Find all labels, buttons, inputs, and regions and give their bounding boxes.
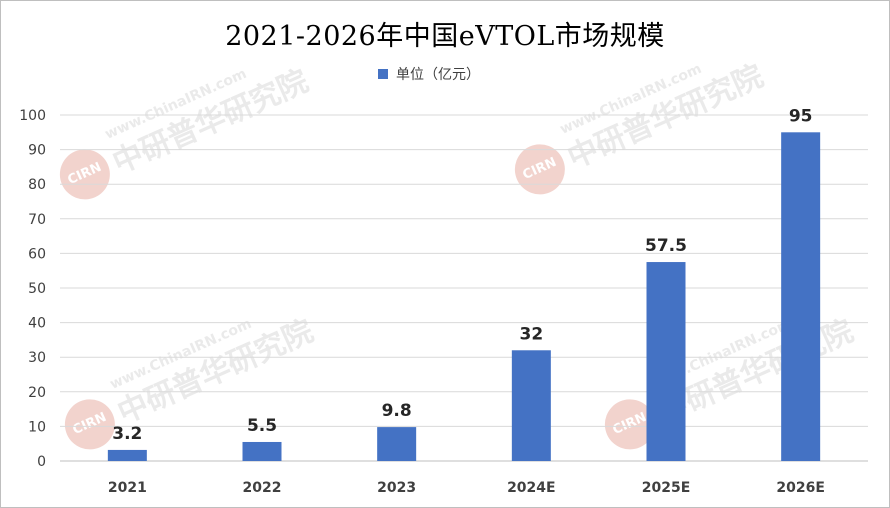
y-tick-label: 80 <box>28 177 46 193</box>
legend-swatch <box>378 69 388 79</box>
bar <box>511 350 551 461</box>
x-tick-label: 2022 <box>243 480 282 496</box>
y-tick-label: 10 <box>28 419 46 435</box>
x-tick-label: 2025E <box>642 480 691 496</box>
y-tick-label: 100 <box>19 108 46 124</box>
data-label: 3.2 <box>112 424 142 444</box>
chart-title: 2021-2026年中国eVTOL市场规模 <box>225 21 665 52</box>
data-label: 5.5 <box>247 416 277 436</box>
data-label: 57.5 <box>645 236 687 256</box>
x-tick-label: 2021 <box>108 480 147 496</box>
x-tick-label: 2026E <box>776 480 825 496</box>
y-tick-label: 60 <box>28 246 46 262</box>
bar <box>377 427 417 461</box>
bar <box>781 132 821 462</box>
x-tick-label: 2024E <box>507 480 556 496</box>
legend-label: 单位（亿元） <box>396 67 480 83</box>
bar <box>646 262 686 461</box>
bar <box>242 441 282 461</box>
y-tick-label: 70 <box>28 212 46 228</box>
y-tick-label: 90 <box>28 143 46 159</box>
y-tick-label: 20 <box>28 385 46 401</box>
legend: 单位（亿元） <box>378 64 480 84</box>
data-label: 95 <box>789 106 813 126</box>
x-tick-label: 2023 <box>377 480 416 496</box>
y-tick-label: 0 <box>37 454 46 470</box>
y-tick-label: 50 <box>28 281 46 297</box>
data-label: 9.8 <box>382 401 412 421</box>
y-tick-label: 40 <box>28 316 46 332</box>
bar <box>107 449 147 461</box>
y-tick-label: 30 <box>28 350 46 366</box>
data-label: 32 <box>519 324 543 344</box>
